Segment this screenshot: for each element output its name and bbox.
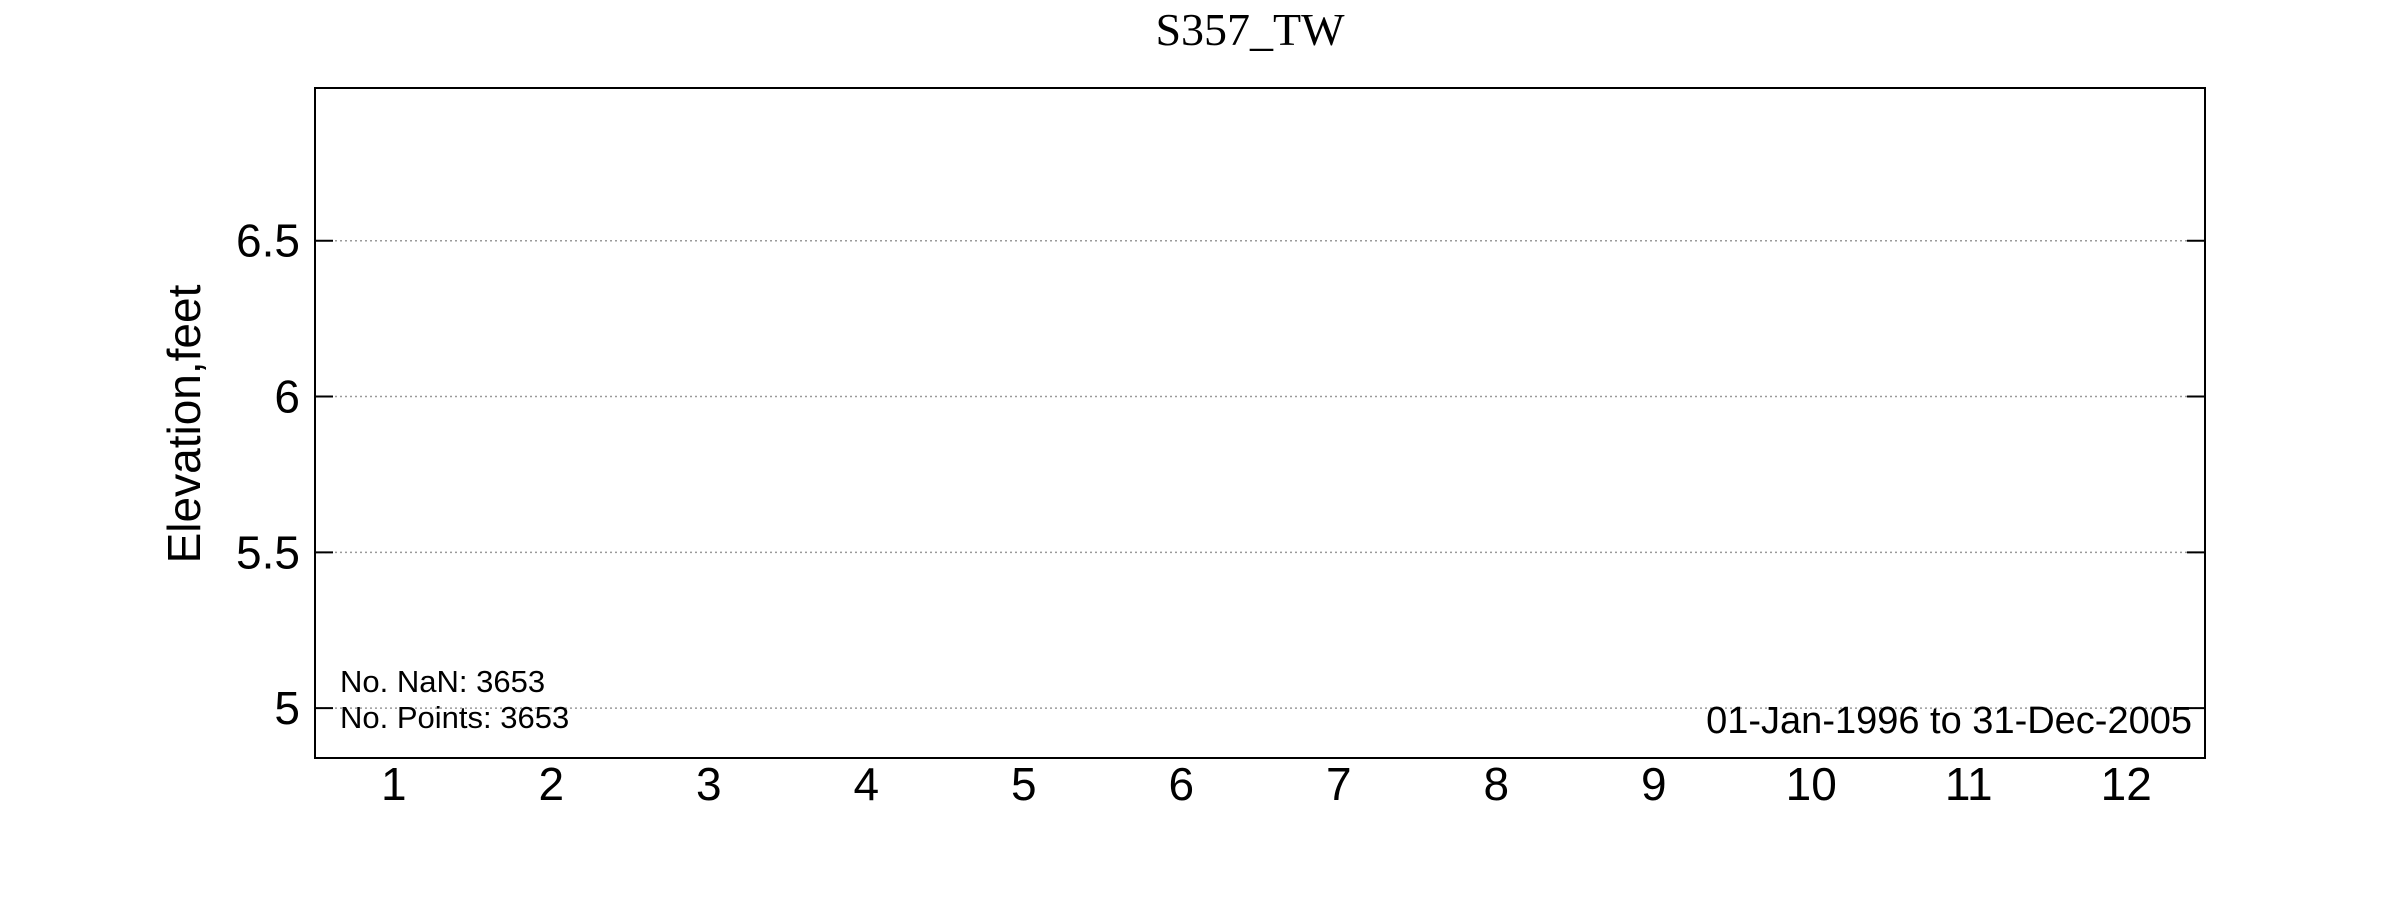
y-tick-label: 6.5 — [236, 215, 300, 267]
y-tick-label: 6 — [274, 371, 300, 423]
x-tick-label: 5 — [1011, 758, 1037, 810]
grid-lines — [315, 239, 2205, 709]
y-tick-labels: 5 5.5 6 6.5 — [236, 215, 300, 734]
x-tick-labels: 1 2 3 4 5 6 7 8 9 10 11 12 — [381, 758, 2152, 810]
x-tick-label: 7 — [1326, 758, 1352, 810]
x-tick-label: 2 — [538, 758, 564, 810]
x-tick-label: 8 — [1483, 758, 1509, 810]
plot-area-frame — [314, 87, 2206, 759]
x-tick-label: 4 — [853, 758, 879, 810]
y-axis-label: Elevation,feet — [158, 284, 210, 563]
y-tick-label: 5 — [274, 682, 300, 734]
point-count-annotation: No. Points: 3653 — [340, 700, 569, 735]
x-tick-label: 12 — [2101, 758, 2152, 810]
x-tick-label: 9 — [1641, 758, 1667, 810]
nan-count-annotation: No. NaN: 3653 — [340, 664, 545, 699]
x-tick-label: 11 — [1945, 758, 1993, 810]
date-range-annotation: 01-Jan-1996 to 31-Dec-2005 — [1706, 700, 2192, 742]
x-tick-label: 10 — [1786, 758, 1837, 810]
x-tick-label: 3 — [696, 758, 722, 810]
chart-title: S357_TW — [1155, 4, 1345, 55]
x-tick-label: 1 — [381, 758, 407, 810]
x-tick-label: 6 — [1168, 758, 1194, 810]
y-tick-label: 5.5 — [236, 526, 300, 578]
tick-marks — [315, 239, 2205, 710]
